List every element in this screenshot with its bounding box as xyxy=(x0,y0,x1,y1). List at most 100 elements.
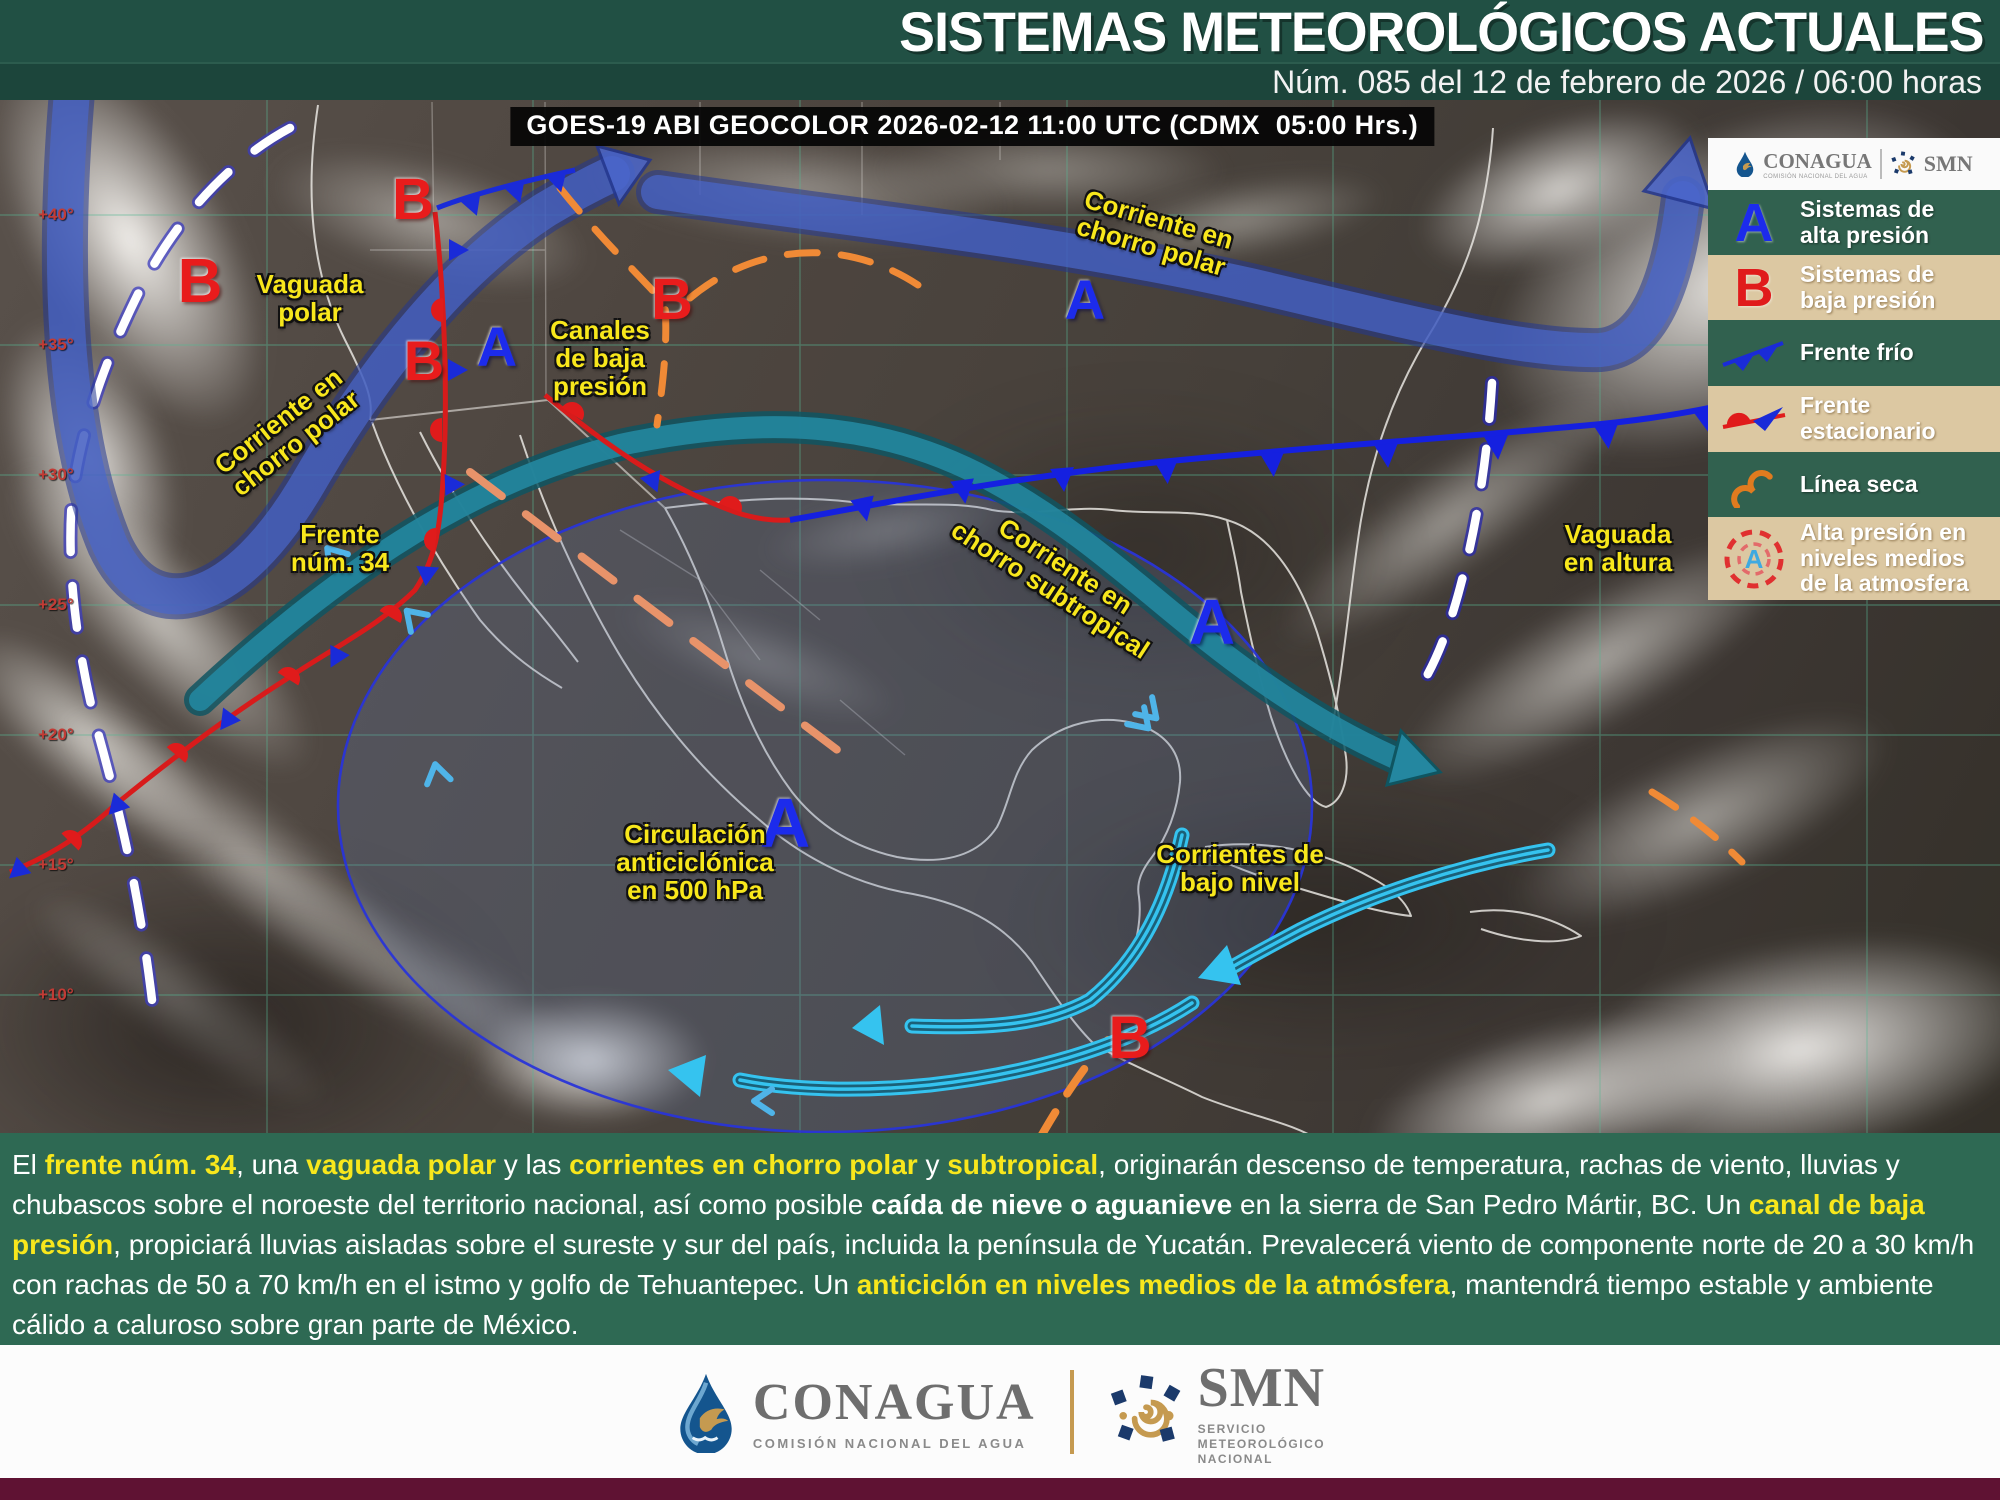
summary-segment: frente núm. 34 xyxy=(44,1149,237,1180)
legend-row-label: Línea seca xyxy=(1800,470,1918,497)
latitude-tick: +40° xyxy=(38,205,74,224)
low-pressure-letter: B xyxy=(392,167,434,232)
cold-front-northeast xyxy=(436,167,576,216)
low-pressure-icon: B xyxy=(1734,257,1774,318)
dry-line-icon xyxy=(1708,462,1800,508)
map-label: Vaguada polar xyxy=(256,268,364,327)
current-arrow-south xyxy=(668,995,1200,1097)
summary-segment: canal de baja presión xyxy=(12,1189,1925,1260)
map-label: Vaguada en altura xyxy=(1563,518,1673,577)
high-pressure-icon: A xyxy=(1734,192,1774,253)
legend-row-label: Sistemas de alta presión xyxy=(1800,195,1935,248)
summary-segment: , una xyxy=(236,1149,307,1180)
smn-wordmark-small: SMN xyxy=(1923,151,1973,176)
legend-row-label: Frente estacionario xyxy=(1800,392,1936,444)
conagua-subtitle: COMISIÓN NACIONAL DEL AGUA xyxy=(752,1435,1027,1451)
high-pressure-letter: A xyxy=(1064,268,1106,331)
legend-row-label: Alta presión en niveles medios de la atm… xyxy=(1800,518,1969,597)
svg-text:A: A xyxy=(1745,544,1764,574)
page-title: SISTEMAS METEOROLÓGICOS ACTUALES xyxy=(899,0,1985,63)
stationary-front-icon xyxy=(1708,399,1800,439)
high-pressure-letter: A xyxy=(476,315,518,378)
conagua-wordmark-small: CONAGUA xyxy=(1763,148,1872,173)
low-pressure-letter: B xyxy=(1108,1004,1152,1071)
latitude-tick: +10° xyxy=(38,985,74,1004)
upper-trough-dashed-east xyxy=(1409,376,1499,701)
summary-segment: anticiclón en niveles medios de la atmós… xyxy=(856,1269,1450,1300)
smn-logo: SMN SERVICIO METEOROLÓGICO NACIONAL xyxy=(1108,1356,1326,1467)
anticyclone-area xyxy=(336,478,1314,1133)
summary-segment: corrientes en chorro polar xyxy=(569,1149,918,1180)
low-level-current-arrows xyxy=(668,827,1556,1097)
logo-divider xyxy=(1069,1369,1074,1454)
legend-row: Frente frío xyxy=(1708,320,2000,386)
conagua-wordmark: CONAGUA xyxy=(752,1373,1036,1431)
legend-row: Línea seca xyxy=(1708,452,2000,517)
summary-segment: en la sierra de San Pedro Mártir, BC. Un xyxy=(1232,1189,1749,1220)
summary-text: El frente núm. 34, una vaguada polar y l… xyxy=(12,1149,1974,1340)
summary-segment: subtropical xyxy=(947,1149,1099,1180)
flow-direction-chevrons xyxy=(324,545,1160,1116)
mid-level-high-icon: A xyxy=(1708,527,1800,591)
satellite-map: GOES-19 ABI GEOCOLOR 2026-02-12 11:00 UT… xyxy=(0,100,2000,1133)
high-pressure-letter: A xyxy=(1188,586,1236,658)
header-bar-secondary: Núm. 085 del 12 de febrero de 2026 / 06:… xyxy=(0,62,2000,100)
low-pressure-channels-dashed xyxy=(466,184,1746,1133)
polar-jet-west xyxy=(41,100,653,620)
satellite-caption: GOES-19 ABI GEOCOLOR 2026-02-12 11:00 UT… xyxy=(510,107,1435,146)
cold-front-icon xyxy=(1708,333,1800,373)
map-label: Corrientes de bajo nivel xyxy=(1156,838,1324,897)
conagua-drop-icon xyxy=(680,1373,732,1453)
issue-line: Núm. 085 del 12 de febrero de 2026 / 06:… xyxy=(1272,64,1982,100)
smn-subtitle: SERVICIO METEOROLÓGICO NACIONAL xyxy=(1197,1422,1326,1466)
conagua-subtitle-small: COMISIÓN NACIONAL DEL AGUA xyxy=(1763,173,1868,180)
stationary-front-texas xyxy=(543,393,791,523)
summary-panel: El frente núm. 34, una vaguada polar y l… xyxy=(0,1133,2000,1345)
summary-segment: y las xyxy=(495,1149,570,1180)
map-label: Frente núm. 34 xyxy=(290,518,390,577)
summary-segment: , originarán descenso de temperatura, ra… xyxy=(12,1149,1900,1220)
legend-logo-bar: CONAGUA COMISIÓN NACIONAL DEL AGUA SMN xyxy=(1708,138,2000,190)
map-label: Circulación anticiclónica en 500 hPa xyxy=(616,818,774,906)
summary-segment: El xyxy=(12,1149,45,1180)
summary-segment: vaguada polar xyxy=(306,1149,496,1180)
polar-jet-east xyxy=(636,135,1717,373)
bottom-accent-bar xyxy=(0,1478,2000,1500)
logo-divider-small xyxy=(1879,149,1882,179)
legend-row: Frente estacionario xyxy=(1708,386,2000,452)
low-pressure-letter: B xyxy=(403,329,445,392)
high-pressure-letter: A xyxy=(759,784,811,862)
footer-bar: CONAGUA COMISIÓN NACIONAL DEL AGUA SMN S… xyxy=(0,1345,2000,1478)
summary-segment: , mantendrá tiempo estable y ambiente cá… xyxy=(12,1269,1934,1340)
latitude-tick: +30° xyxy=(38,465,74,484)
summary-segment: y xyxy=(917,1149,948,1180)
conagua-logo: CONAGUA COMISIÓN NACIONAL DEL AGUA xyxy=(675,1371,1036,1453)
map-label: Canales de baja presión xyxy=(550,314,650,402)
legend-panel: CONAGUA COMISIÓN NACIONAL DEL AGUA SMN A… xyxy=(1708,138,2000,600)
latitude-tick: +15° xyxy=(38,855,74,874)
legend-row: A Alta presión en niveles medios de la at… xyxy=(1708,517,2000,600)
legend-rows: A Sistemas de alta presión B Sistemas de ba… xyxy=(1708,190,2000,600)
conagua-drop-icon-small xyxy=(1737,151,1754,177)
smn-wordmark: SMN xyxy=(1197,1357,1326,1419)
cold-front-gulf xyxy=(789,391,1769,523)
legend-row-label: Frente frío xyxy=(1800,339,1914,366)
weather-overlay xyxy=(0,100,2000,1133)
legend-row-label: Sistemas de baja presión xyxy=(1800,260,1936,313)
low-pressure-letter: B xyxy=(651,267,693,332)
current-arrow-central xyxy=(852,827,1190,1045)
stationary-front-34 xyxy=(9,211,469,879)
legend-row: A Sistemas de alta presión xyxy=(1708,190,2000,255)
grid-overlay xyxy=(0,100,2000,1133)
latitude-tick: +35° xyxy=(38,335,74,354)
legend-row: B Sistemas de baja presión xyxy=(1708,255,2000,320)
latitude-tick: +20° xyxy=(38,725,74,744)
polar-trough-dashed-west xyxy=(63,121,297,1007)
smn-spiral-icon xyxy=(1110,1374,1180,1442)
current-arrow-ne xyxy=(1198,842,1556,985)
summary-segment: , propiciará lluvias aisladas sobre el s… xyxy=(12,1229,1975,1300)
summary-segment: caída de nieve o aguanieve xyxy=(871,1189,1233,1220)
smn-spiral-icon-small xyxy=(1891,151,1915,175)
low-pressure-letter: B xyxy=(177,247,223,316)
